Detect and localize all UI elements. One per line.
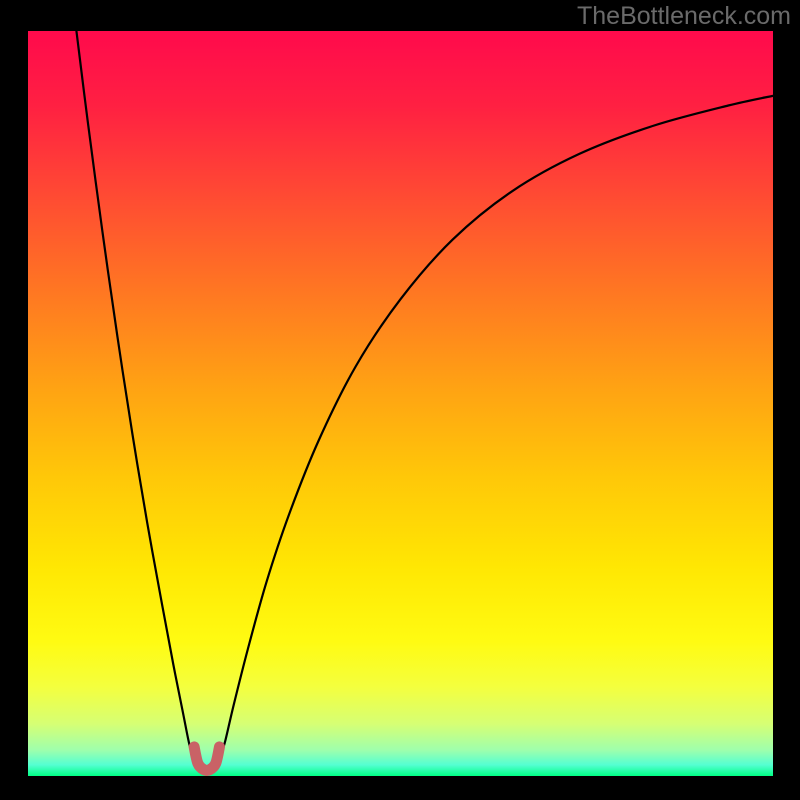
chart-plot-area xyxy=(28,31,773,776)
chart-background xyxy=(28,31,773,776)
watermark-text: TheBottleneck.com xyxy=(577,2,791,31)
chart-svg xyxy=(28,31,773,776)
